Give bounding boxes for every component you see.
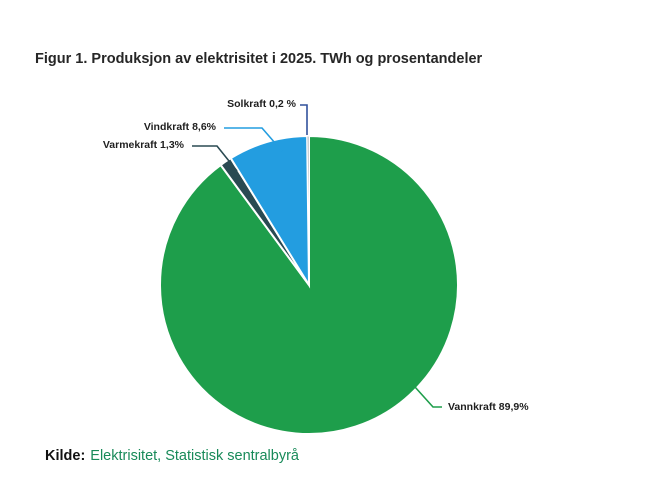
leader-line-solkraft [300,104,308,135]
leader-line-vannkraft [414,386,442,408]
figure-title: Figur 1. Produksjon av elektrisitet i 20… [35,51,483,67]
slice-label-vannkraft: Vannkraft 89,9% [448,401,529,413]
source-prefix: Kilde: [45,448,86,464]
leader-line-varmekraft [192,145,238,172]
source-line: Kilde: Elektrisitet, Statistisk sentralby… [45,448,299,464]
slice-label-solkraft: Solkraft 0,2 % [227,98,296,110]
slice-label-vindkraft: Vindkraft 8,6% [143,121,216,133]
leader-line-vindkraft [224,127,283,152]
slice-label-varmekraft: Varmekraft 1,3% [102,139,184,151]
source-link[interactable]: Elektrisitet, Statistisk sentralbyrå [90,448,299,464]
pie-slices [159,134,459,435]
pie-slice-solkraft[interactable] [306,135,310,286]
